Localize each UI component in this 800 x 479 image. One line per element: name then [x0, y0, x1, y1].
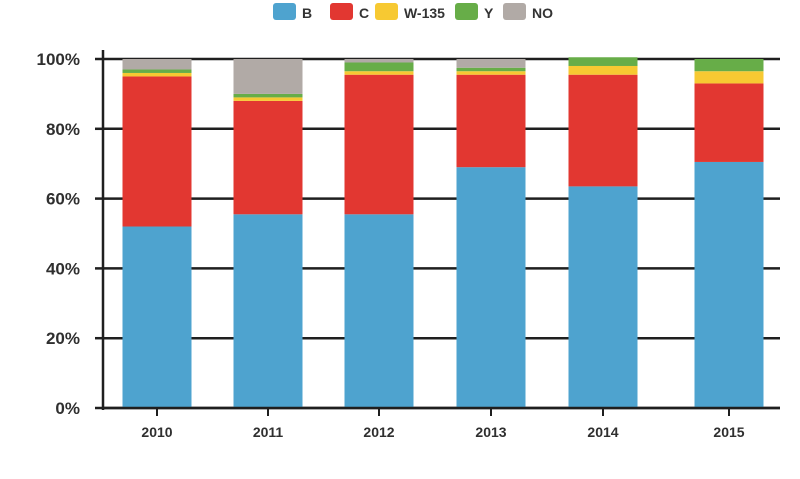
bar-segment	[122, 76, 192, 227]
bar-segment	[122, 59, 192, 70]
bar-segment	[122, 72, 192, 77]
bar-stack	[233, 59, 303, 408]
bar-segment	[344, 59, 414, 63]
bar-segment	[694, 71, 764, 84]
bar-segment	[568, 57, 638, 66]
bar-segment	[456, 167, 526, 408]
x-tick-label: 2014	[587, 424, 618, 440]
legend-label: Y	[484, 5, 494, 21]
legend-swatch	[503, 3, 526, 20]
bar-segment	[233, 100, 303, 215]
bar-segment	[568, 186, 638, 408]
bar-stack	[122, 59, 192, 408]
x-tick-label: 2011	[253, 424, 284, 440]
bar-segment	[344, 71, 414, 75]
bar-stack	[568, 57, 638, 408]
bar-segment	[694, 59, 764, 72]
y-tick-label: 60%	[46, 190, 80, 209]
legend-swatch	[455, 3, 478, 20]
bar-segment	[122, 69, 192, 73]
y-tick-label: 100%	[37, 50, 80, 69]
legend-swatch	[330, 3, 353, 20]
bar-stack	[694, 59, 764, 408]
bar-segment	[456, 67, 526, 72]
bar-segment	[568, 74, 638, 187]
x-tick-label: 2015	[713, 424, 744, 440]
bar-segment	[344, 214, 414, 408]
bar-segment	[456, 71, 526, 75]
legend: B C W-135 Y NO	[273, 3, 553, 21]
legend-item: W-135	[375, 3, 445, 21]
bar-segment	[233, 93, 303, 98]
legend-label: C	[359, 5, 369, 21]
x-axis-ticks: 2010 2011 2012 2013 2014 2015	[141, 408, 745, 440]
bar-segment	[233, 214, 303, 408]
legend-item: NO	[503, 3, 553, 21]
legend-swatch	[273, 3, 296, 20]
y-tick-label: 80%	[46, 120, 80, 139]
bar-stack	[344, 59, 414, 408]
legend-item: Y	[455, 3, 494, 21]
y-tick-label: 20%	[46, 329, 80, 348]
legend-label: B	[302, 5, 312, 21]
x-tick-label: 2013	[475, 424, 506, 440]
x-tick-label: 2012	[363, 424, 394, 440]
gridlines	[103, 57, 780, 410]
bar-segment	[694, 83, 764, 162]
bar-segment	[568, 65, 638, 75]
legend-label: W-135	[404, 5, 445, 21]
y-tick-label: 40%	[46, 259, 80, 278]
legend-swatch	[375, 3, 398, 20]
bar-segment	[694, 161, 764, 408]
legend-item: C	[330, 3, 369, 21]
bar-segment	[344, 62, 414, 72]
legend-item: B	[273, 3, 312, 21]
bar-segment	[233, 97, 303, 101]
y-tick-label: 0%	[55, 399, 80, 418]
axes	[101, 50, 780, 410]
legend-label: NO	[532, 5, 553, 21]
bar-segment	[456, 59, 526, 68]
bar-segment	[456, 74, 526, 168]
x-tick-label: 2010	[141, 424, 172, 440]
bar-stack	[456, 59, 526, 408]
bars	[122, 57, 764, 408]
bar-segment	[344, 74, 414, 215]
y-axis-ticks: 0% 20% 40% 60% 80% 100%	[37, 50, 103, 418]
bar-segment	[233, 59, 303, 94]
bar-segment	[122, 226, 192, 408]
